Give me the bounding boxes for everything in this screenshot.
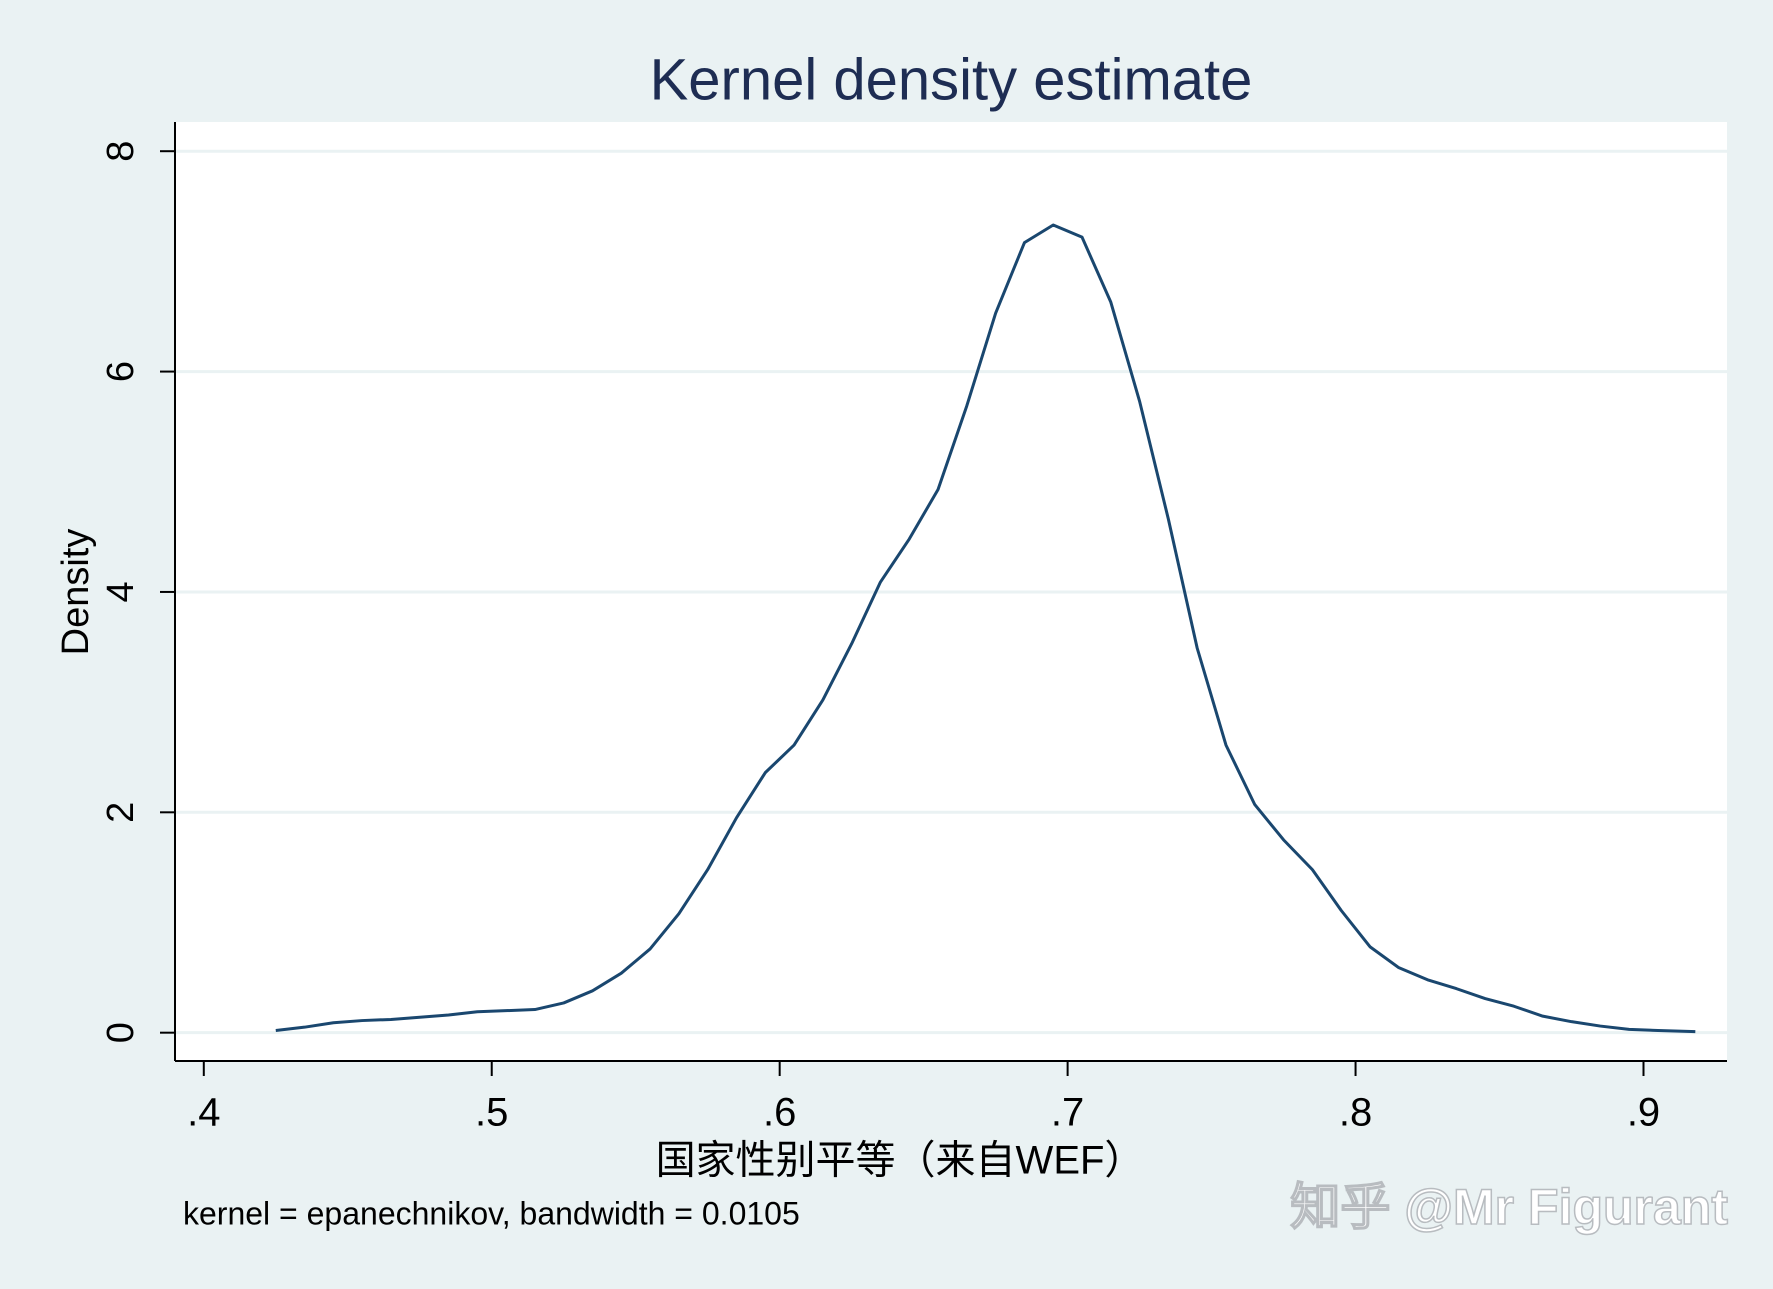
x-tick-label: .4 [187, 1091, 220, 1135]
x-tick-label: .5 [475, 1091, 508, 1135]
y-tick-label: 6 [100, 361, 142, 382]
x-tick-label: .7 [1051, 1091, 1084, 1135]
x-tick-label: .6 [763, 1091, 796, 1135]
y-tick-label: 8 [100, 141, 142, 162]
y-tick-label: 0 [100, 1022, 142, 1043]
y-axis-label: Density [55, 529, 97, 656]
x-axis-label: 国家性别平等（来自WEF） [656, 1139, 1145, 1183]
watermark: 知乎 @Mr Figurant [1290, 1179, 1728, 1235]
density-line [275, 223, 1696, 1034]
y-tick-label: 4 [100, 581, 142, 602]
note: kernel = epanechnikov, bandwidth = 0.010… [183, 1195, 800, 1231]
y-tick-label: 2 [100, 802, 142, 823]
x-tick-label: .9 [1627, 1091, 1660, 1135]
chart-title: Kernel density estimate [650, 47, 1253, 112]
x-tick-label: .8 [1339, 1091, 1372, 1135]
